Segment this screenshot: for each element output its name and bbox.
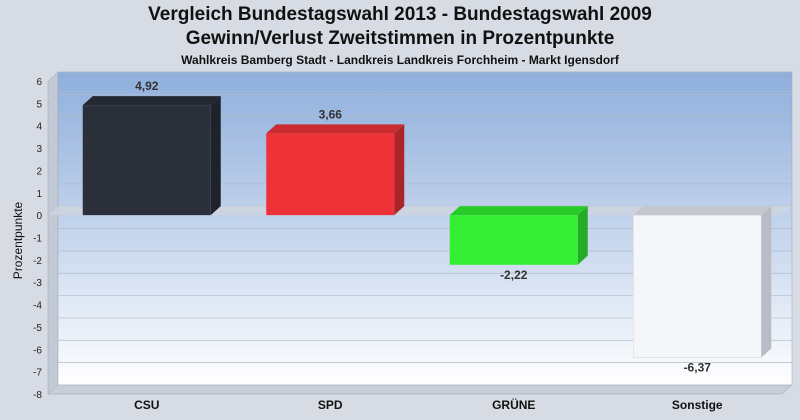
- bar-side: [394, 124, 405, 216]
- chart-title: Vergleich Bundestagswahl 2013 - Bundesta…: [148, 4, 652, 25]
- gridline-side: [47, 273, 59, 283]
- data-label: -6,37: [684, 361, 712, 375]
- bar-side: [577, 206, 588, 265]
- y-tick-label: -2: [33, 256, 42, 267]
- gridline-side: [47, 362, 59, 372]
- x-tick-label: GRÜNE: [492, 397, 535, 412]
- data-label: -2,22: [500, 268, 528, 282]
- gridline-side: [47, 317, 59, 328]
- data-label: 4,92: [135, 79, 159, 93]
- x-tick-label: Sonstige: [672, 398, 723, 412]
- bar: [633, 214, 762, 358]
- gridline-side: [47, 295, 59, 305]
- y-axis-label: Prozentpunkte: [11, 201, 25, 279]
- gridline-side: [47, 183, 59, 193]
- bar-top: [82, 96, 221, 106]
- bar-top: [266, 124, 405, 134]
- y-tick-label: -5: [33, 323, 42, 334]
- chart-subtitle: Gewinn/Verlust Zweitstimmen in Prozentpu…: [185, 28, 615, 49]
- y-tick-label: 1: [36, 189, 42, 200]
- y-tick-label: -1: [33, 234, 42, 245]
- x-tick-label: CSU: [134, 398, 159, 412]
- bar-top: [633, 206, 772, 216]
- data-label: 3,66: [319, 107, 343, 121]
- y-tick-label: -7: [33, 368, 42, 379]
- gridline-side: [47, 161, 59, 171]
- gridline-side: [47, 340, 59, 350]
- y-tick-label: 4: [36, 122, 42, 133]
- bar: [82, 105, 211, 216]
- y-tick-label: 2: [36, 166, 42, 177]
- y-tick-label: -3: [33, 278, 42, 289]
- bar: [266, 133, 395, 216]
- y-tick-label: 0: [36, 211, 42, 222]
- gridline-side: [47, 94, 59, 104]
- x-tick-label: SPD: [318, 398, 343, 412]
- gridline-side: [47, 250, 59, 261]
- gridline-side: [47, 384, 59, 395]
- bar-side: [761, 206, 772, 358]
- y-tick-label: -8: [33, 390, 42, 401]
- gridline-side: [47, 71, 59, 82]
- zero-plane: [48, 206, 792, 216]
- plot-floor: [47, 384, 793, 395]
- y-tick-label: 3: [36, 144, 42, 155]
- bar: [449, 215, 578, 265]
- y-tick-label: -4: [33, 301, 42, 312]
- gridline-side: [47, 138, 59, 149]
- y-tick-label: 5: [36, 99, 42, 110]
- chart-caption: Wahlkreis Bamberg Stadt - Landkreis Land…: [181, 53, 619, 67]
- y-tick-label: 6: [36, 77, 42, 88]
- gridline-side: [47, 228, 59, 238]
- bar-side: [210, 96, 221, 216]
- gridline-side: [47, 116, 59, 126]
- y-tick-label: -6: [33, 345, 42, 356]
- bar-top: [449, 206, 588, 216]
